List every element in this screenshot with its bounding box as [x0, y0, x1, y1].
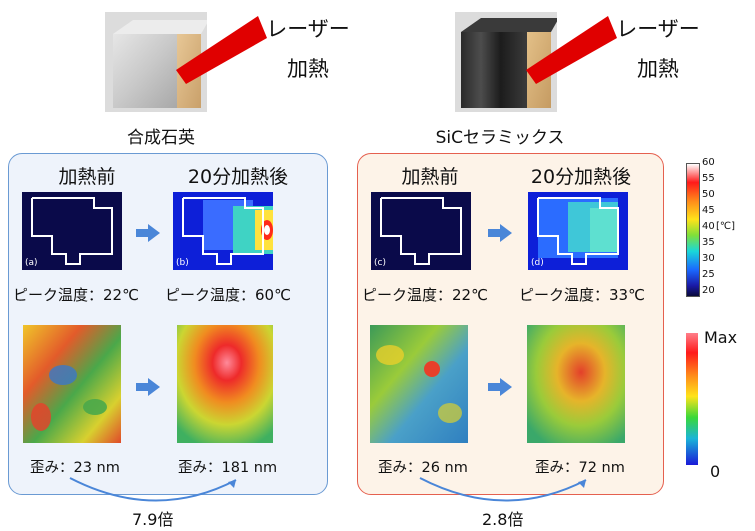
peak-temp-c: ピーク温度：22℃ [362, 286, 488, 304]
peak-temp-a: ピーク温度：22℃ [13, 286, 139, 304]
temp-tick: 35 [702, 237, 715, 248]
temp-tick: 45 [702, 205, 715, 216]
curved-arrow-quartz [69, 477, 237, 502]
laser-beam-left [176, 16, 267, 84]
material-name-sic: SiCセラミックス [435, 128, 565, 148]
image-tag: (d) [531, 258, 544, 268]
thermal-image-d: (d) [528, 192, 628, 270]
temp-tick: 20 [702, 285, 715, 296]
temp-tick: 55 [702, 173, 715, 184]
header-after-quartz: 20分加熱後 [187, 166, 289, 188]
temp-tick: 60 [702, 157, 715, 168]
temp-tick: 30 [702, 253, 715, 264]
temp-tick: 25 [702, 269, 715, 280]
header-before-sic: 加熱前 [401, 166, 459, 188]
strain-scale-max: Max [704, 328, 738, 347]
image-tag: (c) [374, 258, 386, 268]
arrow-right-icon [136, 224, 160, 242]
arrow-right-icon [488, 378, 512, 396]
strain-map-sic-before [370, 325, 468, 443]
ratio-sic: 2.8倍 [482, 510, 524, 529]
image-tag: (b) [176, 258, 189, 268]
laser-label-left: レーザー 加熱 [266, 17, 350, 81]
peak-temp-b: ピーク温度：60℃ [165, 286, 291, 304]
laser-beam-right [526, 16, 617, 84]
material-name-quartz: 合成石英 [127, 128, 195, 148]
thermal-image-b: (b) [173, 192, 273, 270]
laser-label-right: レーザー 加熱 [616, 17, 700, 81]
strain-scale-min: 0 [710, 462, 721, 481]
strain-value-quartz-after: 歪み：181 nm [178, 460, 278, 476]
strain-map-sic-after [527, 325, 625, 443]
strain-map-quartz-after [177, 325, 273, 443]
temp-unit: [℃] [716, 221, 736, 232]
ratio-quartz: 7.9倍 [132, 510, 174, 529]
thermal-image-a: (a) [22, 192, 122, 270]
arrow-right-icon [136, 378, 160, 396]
arrow-right-icon [488, 224, 512, 242]
temp-tick: 40 [702, 221, 715, 232]
strain-value-sic-after: 歪み：72 nm [535, 460, 625, 476]
header-after-sic: 20分加熱後 [530, 166, 632, 188]
strain-value-sic-before: 歪み：26 nm [378, 460, 468, 476]
image-tag: (a) [25, 258, 38, 268]
strain-map-quartz-before [23, 325, 121, 443]
curved-arrow-sic [419, 477, 587, 502]
temp-tick: 50 [702, 189, 715, 200]
header-before-quartz: 加熱前 [58, 166, 116, 188]
thermal-image-c: (c) [371, 192, 471, 270]
peak-temp-d: ピーク温度：33℃ [519, 286, 645, 304]
strain-value-quartz-before: 歪み：23 nm [30, 460, 120, 476]
temperature-colorbar [686, 163, 700, 297]
strain-colorbar [686, 333, 698, 465]
